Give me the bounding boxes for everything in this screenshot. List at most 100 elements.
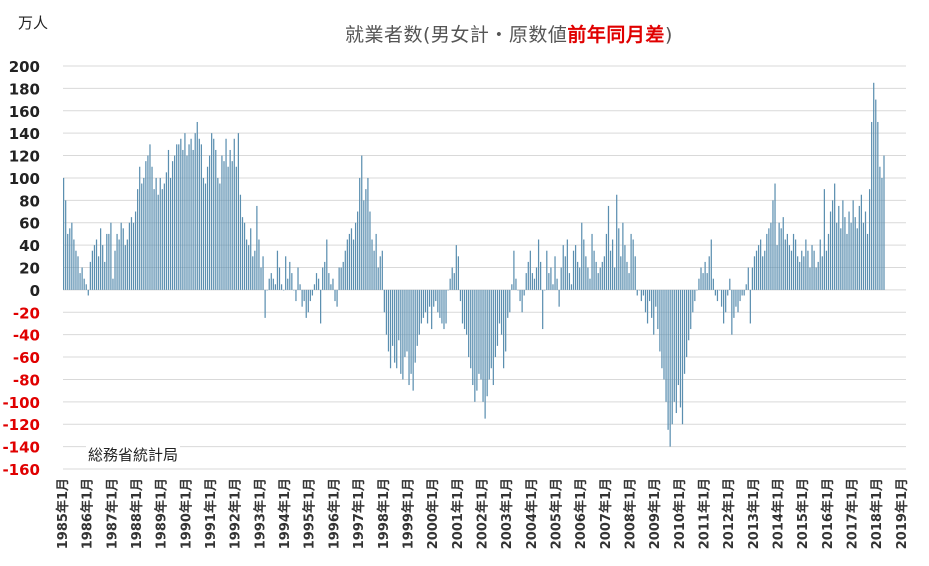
- bar: [614, 267, 616, 290]
- x-tick-label: 1992年1月: [228, 478, 244, 549]
- bar: [611, 239, 614, 290]
- bar: [486, 289, 488, 397]
- bar: [723, 289, 725, 324]
- y-tick-label: 160: [9, 103, 40, 121]
- bar: [322, 267, 324, 290]
- bar: [71, 222, 73, 290]
- bar: [83, 278, 85, 290]
- bar: [718, 289, 721, 291]
- bar: [334, 289, 336, 302]
- x-tick-label: 2019年1月: [894, 478, 910, 549]
- bar: [428, 289, 431, 307]
- bar: [661, 289, 663, 369]
- bar: [749, 289, 751, 324]
- bar: [476, 289, 478, 391]
- bar: [860, 194, 862, 290]
- bar: [237, 133, 239, 290]
- bar: [441, 289, 443, 324]
- bar: [710, 239, 712, 290]
- bar: [354, 222, 357, 290]
- bar: [747, 267, 749, 290]
- bar: [371, 239, 373, 290]
- bar: [332, 278, 334, 290]
- bar: [451, 267, 453, 290]
- x-tick-label: 2007年1月: [598, 478, 614, 549]
- bar: [435, 289, 437, 302]
- bar: [579, 267, 581, 290]
- bar: [488, 289, 490, 380]
- bar: [753, 256, 756, 290]
- bar: [153, 189, 155, 290]
- bar: [819, 239, 821, 290]
- bar: [813, 250, 815, 290]
- bar: [130, 217, 133, 290]
- bar: [320, 289, 322, 324]
- y-tick-label: -80: [13, 371, 40, 389]
- bar: [124, 245, 126, 290]
- bar: [566, 239, 568, 290]
- bar: [87, 289, 89, 296]
- bar: [564, 256, 566, 290]
- bar: [81, 267, 83, 290]
- bar: [542, 289, 544, 330]
- bar: [626, 261, 628, 290]
- bar: [879, 166, 881, 290]
- x-tick-label: 2013年1月: [746, 478, 762, 549]
- bar: [883, 155, 885, 290]
- bar: [194, 133, 196, 290]
- bar: [137, 189, 139, 290]
- x-tick-label: 2009年1月: [647, 478, 663, 549]
- bar: [801, 250, 803, 290]
- bar: [459, 289, 462, 302]
- bar: [404, 289, 406, 358]
- chart-title: 就業者数(男女計・原数値前年同月差): [345, 20, 673, 47]
- bar: [868, 189, 871, 290]
- bar: [231, 161, 233, 290]
- bar: [256, 205, 258, 290]
- bar: [297, 267, 299, 290]
- bar: [840, 228, 842, 290]
- bar: [696, 289, 698, 291]
- x-tick-label: 2008年1月: [622, 478, 638, 549]
- bar: [204, 183, 207, 290]
- bar: [161, 189, 163, 290]
- bar: [272, 278, 274, 290]
- bar: [513, 250, 515, 290]
- bar: [537, 239, 540, 290]
- bar: [128, 222, 131, 290]
- bar: [102, 245, 104, 290]
- bar: [597, 273, 599, 290]
- x-tick-label: 1997年1月: [351, 478, 367, 549]
- bar: [599, 267, 601, 290]
- bar: [690, 289, 692, 330]
- bar: [698, 278, 700, 290]
- bar: [202, 177, 205, 290]
- bar: [211, 133, 213, 290]
- bar: [389, 289, 392, 369]
- bar: [603, 256, 605, 290]
- bar: [122, 228, 124, 290]
- bar: [507, 289, 509, 318]
- bar: [445, 289, 447, 324]
- y-tick-label: -120: [2, 416, 40, 434]
- bar: [309, 289, 311, 302]
- bar: [640, 289, 642, 302]
- bar: [778, 222, 780, 290]
- y-tick-label: -20: [13, 304, 40, 322]
- x-tick-label: 2004年1月: [524, 478, 540, 549]
- bar: [776, 245, 778, 290]
- bar: [139, 166, 141, 290]
- bar: [679, 289, 682, 408]
- bar: [546, 250, 548, 290]
- bar: [188, 144, 190, 290]
- bar: [213, 138, 215, 290]
- bar: [792, 233, 795, 290]
- bar: [630, 233, 632, 290]
- bar: [291, 273, 293, 290]
- bar: [751, 267, 754, 290]
- bar: [266, 289, 268, 291]
- bar: [482, 289, 484, 402]
- bar: [548, 273, 550, 290]
- bar: [338, 267, 340, 290]
- bar: [651, 289, 653, 318]
